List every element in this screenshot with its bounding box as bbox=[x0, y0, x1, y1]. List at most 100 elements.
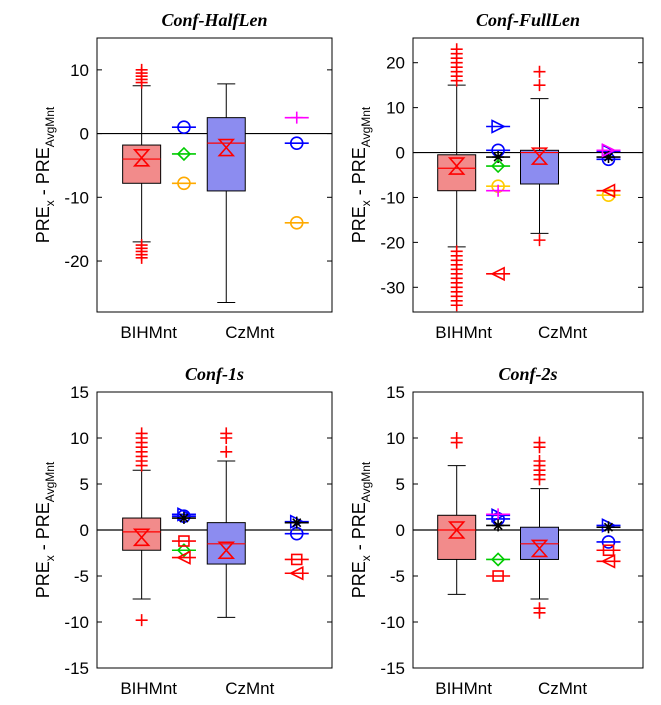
point-marker bbox=[290, 516, 303, 529]
point-marker bbox=[602, 521, 615, 534]
y-label-part: x bbox=[359, 200, 373, 206]
y-label-part: - PRE bbox=[349, 147, 369, 200]
chart-title: Conf-2s bbox=[498, 364, 557, 384]
point-marker bbox=[289, 215, 304, 230]
outlier bbox=[450, 299, 463, 312]
point-marker bbox=[491, 119, 506, 134]
y-label-part: AvgMnt bbox=[359, 461, 373, 502]
y-tick-label: -10 bbox=[380, 613, 405, 632]
point-marker bbox=[600, 553, 616, 569]
y-tick-label: -5 bbox=[74, 567, 89, 586]
y-label-part: x bbox=[359, 555, 373, 561]
y-tick-label: 5 bbox=[80, 475, 89, 494]
point-marker bbox=[492, 519, 505, 532]
y-label-part: x bbox=[43, 555, 57, 561]
y-tick-label: -20 bbox=[64, 252, 89, 271]
point-marker bbox=[492, 184, 505, 197]
outlier bbox=[533, 79, 546, 92]
x-tick-label: BIHMnt bbox=[435, 323, 492, 342]
mean-marker bbox=[447, 521, 466, 539]
y-tick-label: 20 bbox=[386, 54, 405, 73]
y-label-part: PRE bbox=[33, 561, 53, 598]
point-marker bbox=[177, 512, 190, 525]
box bbox=[206, 117, 246, 192]
x-tick-label: CzMnt bbox=[538, 679, 587, 698]
point-marker bbox=[492, 570, 504, 582]
y-label-part: AvgMnt bbox=[43, 461, 57, 502]
y-tick-label: -10 bbox=[380, 188, 405, 207]
y-label-part: - PRE bbox=[33, 147, 53, 200]
y-tick-label: 0 bbox=[80, 521, 89, 540]
point-marker bbox=[492, 151, 505, 164]
y-tick-label: 15 bbox=[386, 383, 405, 402]
y-label-part: AvgMnt bbox=[359, 106, 373, 147]
y-tick-label: 15 bbox=[70, 383, 89, 402]
point-marker bbox=[290, 111, 303, 124]
y-tick-label: -5 bbox=[390, 567, 405, 586]
mean-marker bbox=[530, 539, 549, 558]
y-tick-label: 0 bbox=[396, 521, 405, 540]
y-tick-label: -20 bbox=[380, 233, 405, 252]
mean-marker bbox=[447, 157, 466, 175]
x-tick-label: BIHMnt bbox=[120, 323, 177, 342]
mean-marker bbox=[217, 541, 236, 560]
point-marker bbox=[490, 266, 505, 282]
box bbox=[437, 154, 477, 192]
y-tick-label: 10 bbox=[70, 61, 89, 80]
point-marker bbox=[288, 565, 304, 581]
point-marker bbox=[289, 136, 304, 150]
y-axis-label: PREx - PREAvgMnt bbox=[33, 106, 57, 243]
point-marker bbox=[178, 535, 190, 547]
chart-title: Conf-1s bbox=[185, 364, 244, 384]
y-tick-label: 10 bbox=[70, 429, 89, 448]
y-axis-label: PREx - PREAvgMnt bbox=[33, 461, 57, 598]
y-tick-label: -30 bbox=[380, 278, 405, 297]
point-marker bbox=[490, 552, 506, 567]
y-tick-label: -15 bbox=[64, 659, 89, 678]
point-marker bbox=[176, 550, 191, 565]
outlier bbox=[450, 43, 463, 56]
point-marker bbox=[490, 158, 506, 174]
mean-marker bbox=[132, 148, 151, 167]
chart-title: Conf-HalfLen bbox=[162, 10, 268, 30]
point-marker bbox=[492, 508, 505, 521]
chart-title: Conf-FullLen bbox=[476, 10, 580, 30]
y-label-part: PRE bbox=[33, 206, 53, 243]
outlier bbox=[533, 455, 546, 467]
x-tick-label: BIHMnt bbox=[120, 679, 177, 698]
y-tick-label: 0 bbox=[396, 144, 405, 163]
outlier bbox=[135, 63, 148, 76]
outlier bbox=[533, 234, 546, 247]
outlier bbox=[220, 427, 233, 440]
y-tick-label: 10 bbox=[386, 99, 405, 118]
y-tick-label: 5 bbox=[396, 475, 405, 494]
y-label-part: x bbox=[43, 200, 57, 206]
point-marker bbox=[600, 183, 616, 199]
outlier bbox=[220, 445, 233, 458]
x-tick-label: CzMnt bbox=[225, 323, 274, 342]
y-axis-label: PREx - PREAvgMnt bbox=[349, 106, 373, 243]
x-tick-label: CzMnt bbox=[225, 679, 274, 698]
mean-marker bbox=[530, 147, 549, 165]
y-tick-label: -10 bbox=[64, 188, 89, 207]
y-label-part: AvgMnt bbox=[43, 106, 57, 147]
outlier bbox=[533, 436, 546, 449]
point-marker bbox=[601, 535, 616, 549]
outlier bbox=[135, 427, 148, 440]
point-marker bbox=[602, 544, 615, 557]
point-marker bbox=[601, 143, 617, 158]
mean-marker bbox=[217, 138, 236, 157]
outlier bbox=[533, 606, 546, 619]
outlier bbox=[450, 432, 463, 444]
y-tick-label: -10 bbox=[64, 613, 89, 632]
outlier bbox=[135, 251, 148, 264]
y-label-part: - PRE bbox=[349, 502, 369, 555]
point-marker bbox=[176, 146, 192, 162]
box bbox=[122, 144, 162, 184]
y-label-part: PRE bbox=[349, 561, 369, 598]
mean-marker bbox=[132, 528, 151, 547]
point-marker bbox=[602, 151, 615, 164]
outlier bbox=[533, 65, 546, 78]
y-axis-label: PREx - PREAvgMnt bbox=[349, 461, 373, 598]
